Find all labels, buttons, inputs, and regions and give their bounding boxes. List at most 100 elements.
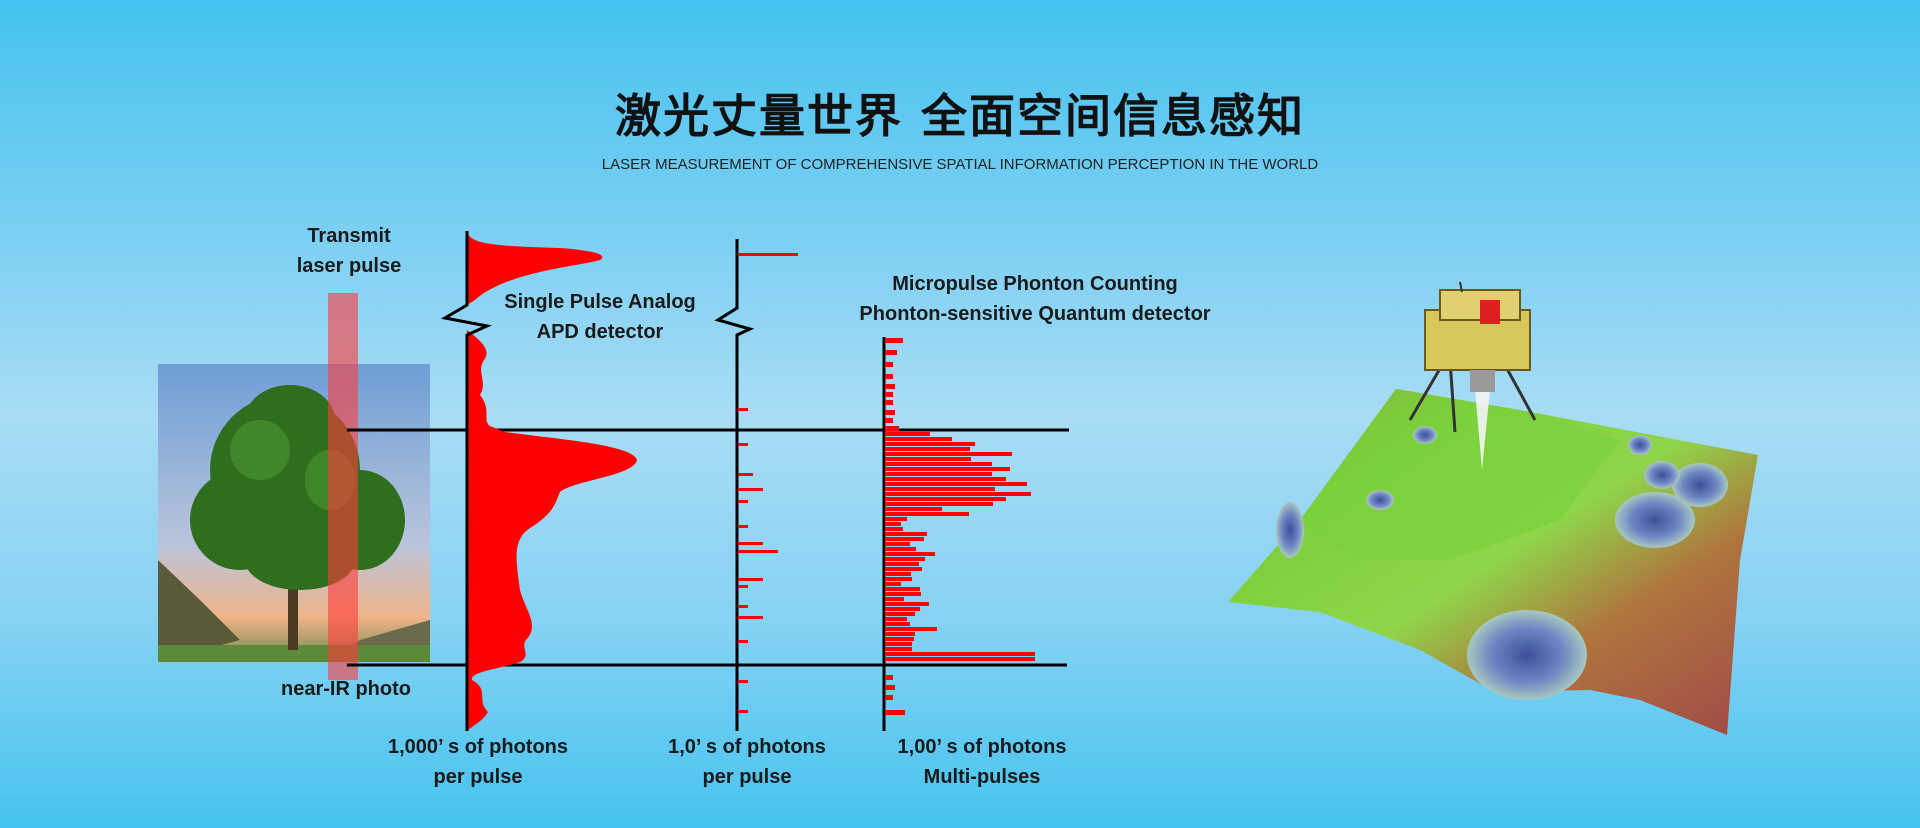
photon-count-bar: [885, 562, 919, 566]
photon-count-bar: [885, 487, 995, 491]
transmit-laser-beam: [328, 293, 358, 680]
photon-count-bar: [885, 647, 912, 651]
photon-count-bar: [885, 577, 912, 581]
near-ir-photo-label: near-IR photo: [281, 678, 411, 700]
photon-count-bar: [738, 253, 798, 256]
photon-count-bar: [738, 640, 748, 643]
photon-count-bar: [885, 338, 903, 343]
photon-count-bar: [885, 552, 935, 556]
apd-detector-label: Single Pulse Analog APD detector: [480, 287, 720, 347]
photon-count-bar: [885, 362, 893, 367]
photon-count-bar: [885, 622, 910, 626]
apd-waveform-top: [467, 231, 603, 305]
photon-count-bar: [738, 500, 748, 503]
photon-count-bar: [738, 616, 763, 619]
micropulse-label-line2: Phonton-sensitive Quantum detector: [859, 303, 1211, 325]
near-ir-tree-photo: [158, 364, 430, 662]
flag-icon: [1480, 300, 1500, 324]
photon-count-bar: [738, 578, 763, 581]
transmit-laser-pulse-label: Transmit laser pulse: [269, 221, 429, 281]
apd-axis: [440, 231, 492, 731]
photon-count-bar: [885, 350, 897, 355]
photon-count-bar: [885, 467, 1010, 471]
photon-count-bar: [885, 652, 1035, 656]
photon-count-bar: [885, 472, 992, 476]
photon-count-bar: [885, 607, 920, 611]
photon-count-bar: [738, 408, 748, 411]
photon-count-bar: [738, 585, 748, 588]
lunar-lander: [1408, 281, 1537, 433]
page-subtitle: LASER MEASUREMENT OF COMPREHENSIVE SPATI…: [601, 156, 1319, 173]
photon-count-bar: [885, 507, 942, 511]
photon-count-bar: [885, 572, 911, 576]
photon-count-bar: [885, 517, 907, 521]
apd-axis-label-line1: 1,000’ s of photons: [387, 736, 569, 758]
photon-count-bar: [885, 392, 893, 397]
transmit-label-line1: Transmit: [307, 225, 391, 247]
photon-count-bar: [885, 582, 901, 586]
photon-count-bar: [738, 473, 753, 476]
photon-count-bar: [885, 567, 922, 571]
photon-count-bar: [738, 443, 748, 446]
photon-count-bar: [885, 457, 971, 461]
photon-count-bar: [885, 710, 905, 715]
photon-count-bar: [885, 527, 903, 531]
photon-count-bar: [885, 462, 992, 466]
photon-count-bar: [885, 602, 929, 606]
photon-count-bar: [885, 587, 920, 591]
photon-count-bar: [885, 532, 927, 536]
photon-count-bar: [885, 547, 916, 551]
photon-count-bar: [885, 542, 910, 546]
photon-count-bar: [885, 632, 915, 636]
photon-count-bar: [885, 492, 1031, 496]
photon-count-bar: [885, 557, 925, 561]
photon-count-bar: [885, 627, 937, 631]
multi-pulse-axis-label-line1: 1,00’ s of photons: [897, 736, 1067, 758]
transmit-label-line2: laser pulse: [296, 255, 402, 277]
photon-count-bar: [738, 710, 748, 713]
photon-count-bar: [885, 685, 895, 690]
photon-count-bar: [885, 477, 1006, 481]
photon-count-bar: [885, 482, 1027, 486]
apd-axis-label: 1,000’ s of photons per pulse: [358, 732, 598, 792]
photon-count-bar: [885, 512, 969, 516]
lunar-terrain-3d-map: [1228, 389, 1758, 735]
photon-count-bar: [885, 437, 952, 441]
single-photon-axis-label-line1: 1,0’ s of photons: [668, 736, 826, 758]
photon-count-bar: [885, 426, 899, 431]
photon-count-bar: [885, 637, 914, 641]
multi-pulse-axis-label-line2: Multi-pulses: [923, 766, 1041, 788]
photon-count-bar: [885, 502, 993, 506]
photon-count-bar: [738, 605, 748, 608]
photon-count-bar: [885, 447, 970, 451]
apd-label-line1: Single Pulse Analog: [504, 291, 696, 313]
single-photon-counts: [738, 253, 798, 713]
apd-waveform: [467, 330, 637, 731]
apd-axis-label-line2: per pulse: [433, 766, 523, 788]
lander-exhaust-plume: [1475, 390, 1490, 470]
multi-pulse-counts: [885, 338, 1035, 715]
photon-count-bar: [885, 592, 921, 596]
photon-count-bar: [885, 597, 904, 601]
micropulse-label-line1: Micropulse Phonton Counting: [892, 273, 1178, 295]
photon-count-bar: [885, 612, 915, 616]
photon-count-bar: [885, 497, 1006, 501]
photon-count-bar: [885, 418, 893, 423]
micropulse-detector-label: Micropulse Phonton Counting Phonton-sens…: [815, 269, 1255, 329]
page-title: 激光丈量世界 全面空间信息感知: [614, 89, 1305, 143]
photon-count-bar: [885, 522, 901, 526]
photon-count-bar: [885, 657, 1035, 661]
photon-count-bar: [885, 410, 895, 415]
photon-count-bar: [885, 400, 893, 405]
photon-count-bar: [738, 488, 763, 491]
photon-count-bar: [885, 442, 975, 446]
single-photon-axis-label-line2: per pulse: [702, 766, 792, 788]
photon-count-bar: [885, 695, 893, 700]
multi-pulse-axis-label: 1,00’ s of photons Multi-pulses: [872, 732, 1092, 792]
photon-count-bar: [885, 374, 893, 379]
photon-count-bar: [885, 384, 895, 389]
photon-count-bar: [885, 675, 893, 680]
photon-count-bar: [738, 550, 778, 553]
photon-count-bar: [738, 680, 748, 683]
